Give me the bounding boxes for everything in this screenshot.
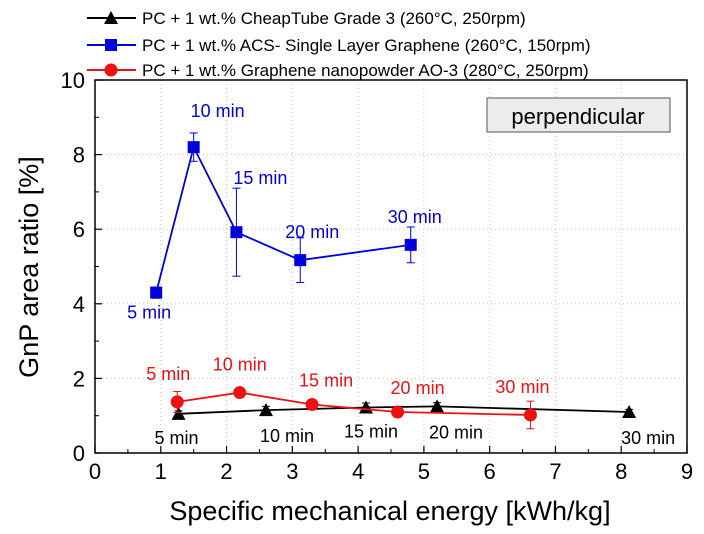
point-label: 20 min bbox=[429, 422, 483, 442]
point-label: 5 min bbox=[146, 364, 190, 384]
y-axis-title: GnP area ratio [%] bbox=[14, 156, 44, 378]
legend-label: PC + 1 wt.% ACS- Single Layer Graphene (… bbox=[142, 36, 591, 55]
point-label: 30 min bbox=[388, 207, 442, 227]
point-label: 15 min bbox=[299, 371, 353, 391]
point-label: 5 min bbox=[155, 428, 199, 448]
series-1 bbox=[171, 399, 637, 420]
legend: PC + 1 wt.% CheapTube Grade 3 (260°C, 25… bbox=[87, 9, 591, 80]
point-label: 15 min bbox=[233, 168, 287, 188]
data-point bbox=[404, 238, 417, 251]
grid-lines bbox=[95, 80, 687, 453]
data-point bbox=[171, 406, 186, 420]
x-tick-label: 9 bbox=[681, 459, 693, 484]
point-label: 20 min bbox=[285, 222, 339, 242]
y-tick-label: 10 bbox=[61, 68, 85, 93]
data-point bbox=[622, 404, 637, 418]
data-point bbox=[259, 403, 274, 417]
y-tick-label: 8 bbox=[73, 143, 85, 168]
data-point bbox=[170, 395, 184, 409]
point-label: 5 min bbox=[127, 303, 171, 323]
point-label: 10 min bbox=[213, 355, 267, 375]
x-tick-label: 7 bbox=[549, 459, 561, 484]
data-point bbox=[233, 386, 247, 400]
series-3 bbox=[170, 386, 537, 430]
point-labels: 5 min 10 min 15 min 20 min 30 min 5 min 10 min… bbox=[127, 101, 675, 448]
point-label: 10 min bbox=[191, 101, 245, 121]
x-tick-label: 4 bbox=[352, 459, 364, 484]
x-axis-title: Specific mechanical energy [kWh/kg] bbox=[169, 496, 610, 526]
point-label: 20 min bbox=[391, 378, 445, 398]
y-tick-label: 2 bbox=[73, 366, 85, 391]
point-label: 30 min bbox=[495, 377, 549, 397]
axes: 0 1 2 3 4 5 6 7 8 9 0 2 4 6 8 10 bbox=[61, 68, 694, 484]
data-point bbox=[187, 141, 200, 154]
y-tick-label: 0 bbox=[73, 441, 85, 466]
series-layer bbox=[150, 132, 637, 430]
x-tick-label: 1 bbox=[155, 459, 167, 484]
legend-entry-1: PC + 1 wt.% CheapTube Grade 3 (260°C, 25… bbox=[87, 9, 526, 28]
data-point bbox=[294, 254, 307, 267]
annotation-label: perpendicular bbox=[511, 104, 644, 129]
point-label: 30 min bbox=[621, 428, 675, 448]
data-point bbox=[391, 405, 405, 419]
x-tick-label: 8 bbox=[615, 459, 627, 484]
legend-marker bbox=[104, 63, 118, 77]
annotation-box bbox=[486, 97, 671, 133]
y-tick-label: 4 bbox=[73, 292, 85, 317]
data-point bbox=[430, 399, 445, 413]
x-tick-label: 3 bbox=[286, 459, 298, 484]
y-tick-label: 6 bbox=[73, 217, 85, 242]
data-point bbox=[150, 286, 163, 299]
x-tick-label: 5 bbox=[418, 459, 430, 484]
point-label: 10 min bbox=[260, 426, 314, 446]
x-tick-label: 2 bbox=[220, 459, 232, 484]
data-point bbox=[523, 408, 537, 422]
data-point bbox=[305, 398, 319, 412]
legend-label: PC + 1 wt.% CheapTube Grade 3 (260°C, 25… bbox=[142, 9, 526, 28]
point-label: 15 min bbox=[344, 421, 398, 441]
data-point bbox=[230, 226, 243, 239]
legend-entry-2: PC + 1 wt.% ACS- Single Layer Graphene (… bbox=[87, 36, 591, 55]
legend-label: PC + 1 wt.% Graphene nanopowder AO-3 (28… bbox=[142, 61, 589, 80]
legend-entry-3: PC + 1 wt.% Graphene nanopowder AO-3 (28… bbox=[87, 61, 589, 80]
x-tick-label: 0 bbox=[89, 459, 101, 484]
legend-marker bbox=[104, 11, 118, 24]
legend-marker bbox=[105, 39, 117, 51]
x-tick-label: 6 bbox=[484, 459, 496, 484]
annotation: perpendicular bbox=[486, 97, 671, 133]
series-2 bbox=[150, 132, 417, 299]
